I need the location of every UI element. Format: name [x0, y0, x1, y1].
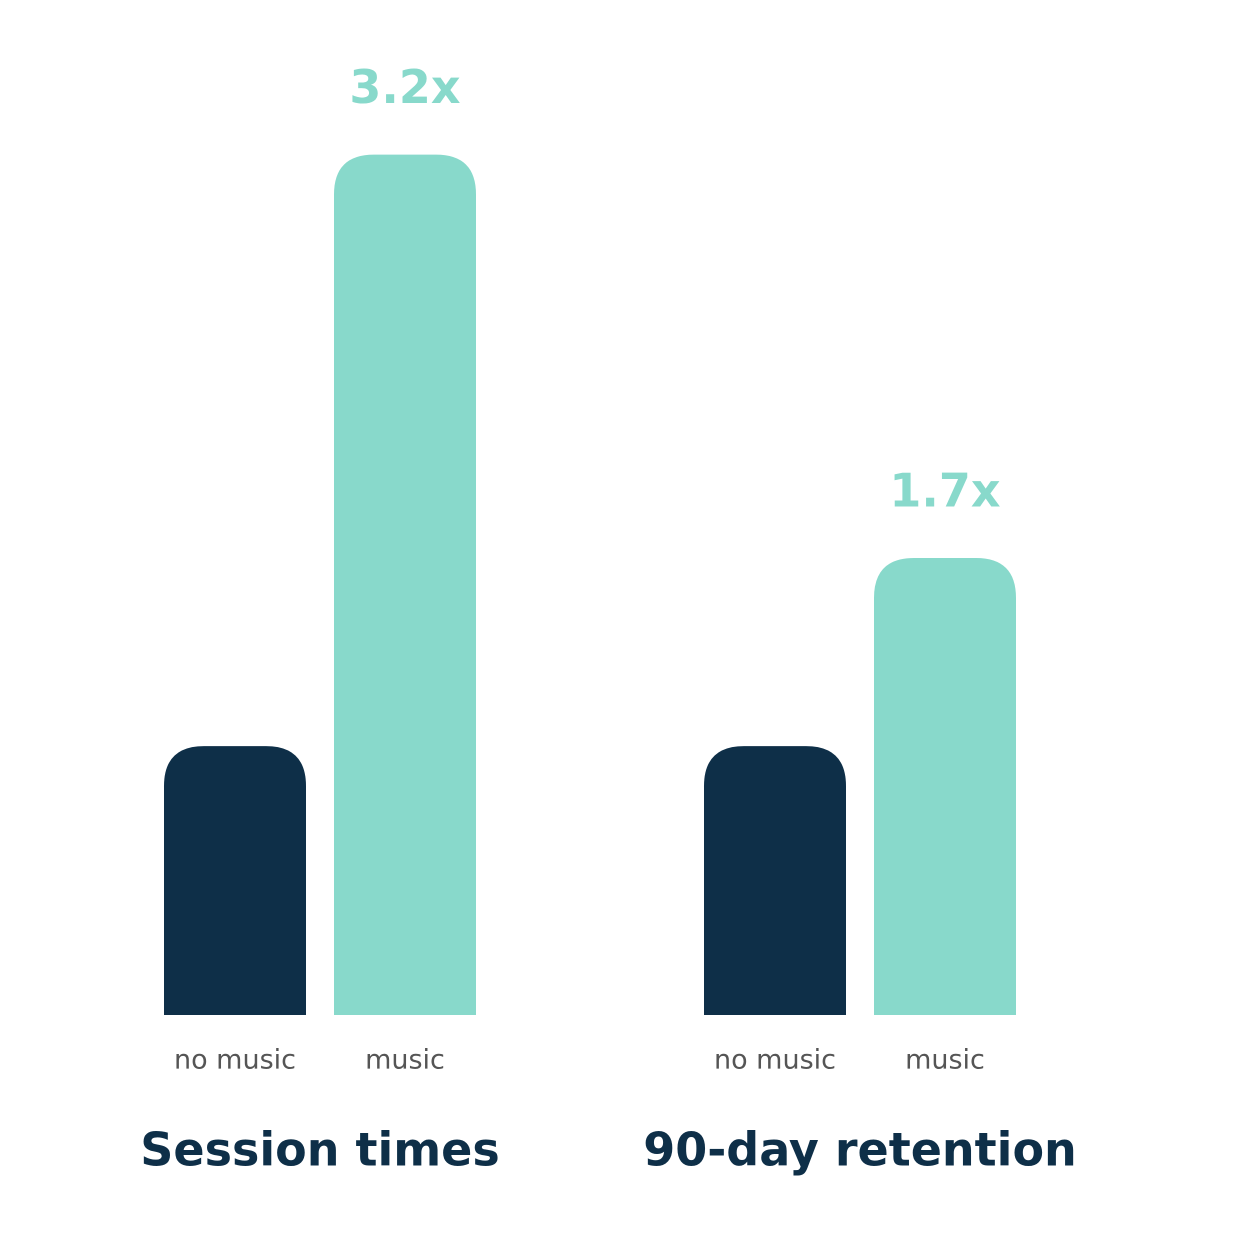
bar — [704, 746, 846, 1015]
category-label: no music — [174, 1045, 296, 1076]
category-label: music — [365, 1045, 445, 1076]
bar — [164, 746, 306, 1015]
category-label: no music — [714, 1045, 836, 1076]
bar — [874, 557, 1016, 1015]
chart-title: 90-day retention — [643, 1123, 1077, 1177]
bar — [334, 154, 476, 1015]
chart-title: Session times — [140, 1123, 500, 1177]
category-label: music — [905, 1045, 985, 1076]
value-label: 3.2x — [349, 60, 460, 114]
value-label: 1.7x — [889, 463, 1000, 517]
